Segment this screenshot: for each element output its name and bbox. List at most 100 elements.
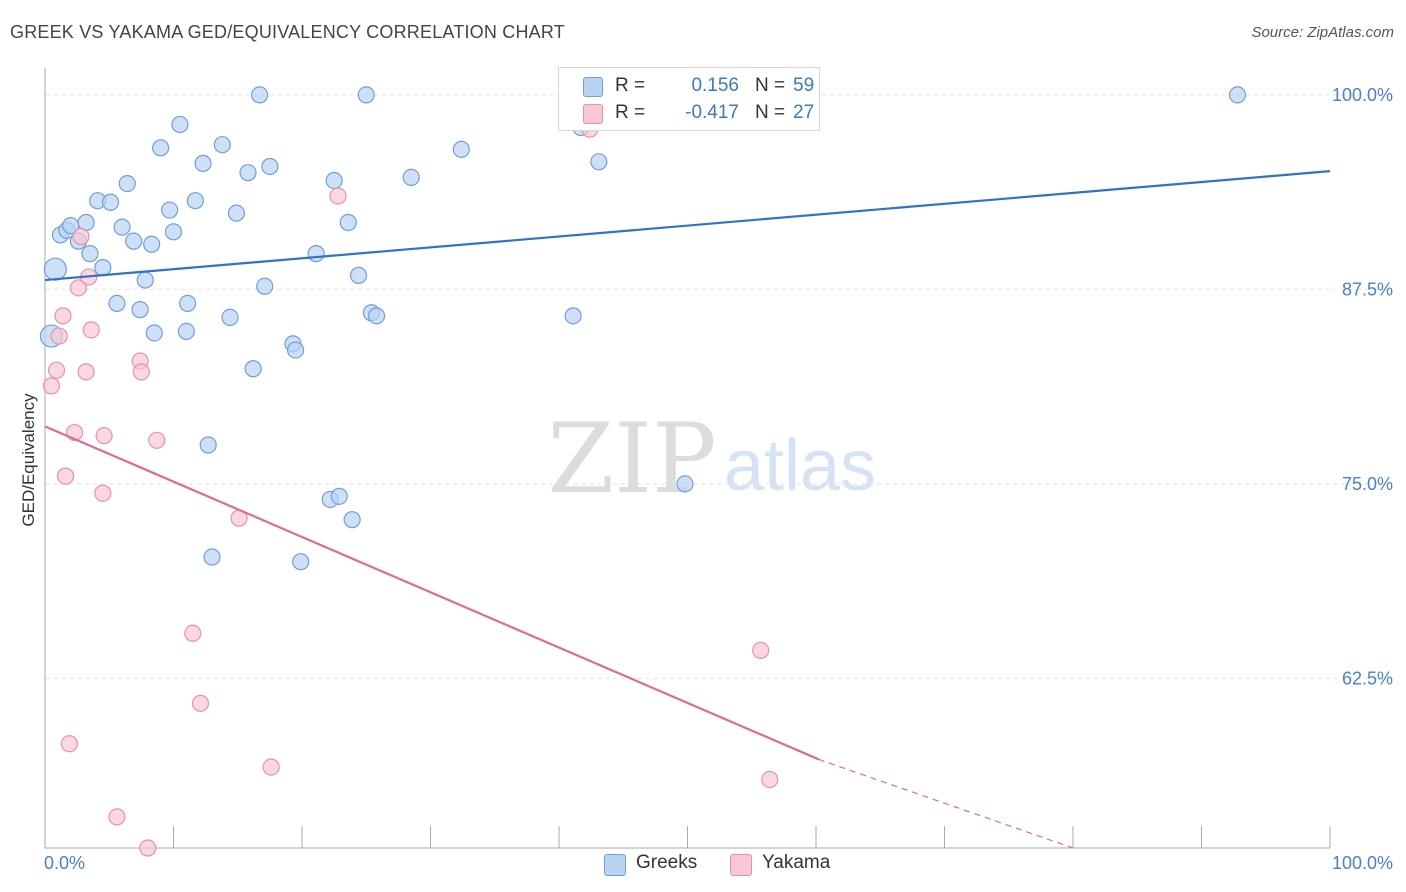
x-tick-label: 0.0% [44,853,85,873]
greeks-point [292,553,310,571]
greeks-point [143,235,161,253]
yakama-point [108,808,126,826]
correlation-legend: R = 0.156 N = 59 R = -0.417 N = 27 [558,67,820,131]
greeks-n-value: 59 [793,75,815,96]
yakama-point [60,735,79,753]
greeks-point [186,192,204,210]
yakama-point [50,327,68,345]
yakama-point [77,363,95,381]
yakama-point [69,279,88,297]
greeks-point [94,259,112,277]
yakama-point [82,321,100,339]
greeks-point [1228,86,1247,104]
greeks-point [307,245,325,263]
yakama-point [56,467,75,485]
greeks-legend-swatch [604,854,626,876]
yakama-point [191,694,210,712]
greeks-point [402,168,420,186]
greeks-point [136,271,154,289]
greeks-point [113,218,131,236]
y-tick-label: 62.5% [1342,668,1393,688]
y-tick-label: 87.5% [1342,279,1393,299]
trend-lines [44,170,1331,849]
yakama-legend-label: Yakama [762,852,831,873]
greeks-point [261,157,279,176]
greeks-point [171,115,189,134]
greeks-point [564,307,582,325]
yakama-legend-swatch [730,854,752,876]
yakama-trend-extension [818,758,1074,849]
greeks-point [194,154,212,172]
yakama-n-value: 27 [793,102,815,123]
yakama-point [329,187,347,205]
watermark-zip: ZIP [547,403,716,515]
greeks-point [81,245,99,263]
greeks-point [676,475,694,493]
greeks-point [43,257,67,281]
greeks-point [590,153,608,171]
yakama-point [184,624,202,642]
yakama-point [42,377,61,395]
yakama-point [95,427,113,445]
greeks-legend-label: Greeks [636,852,698,873]
yakama-point [132,363,150,381]
greeks-point [325,171,343,190]
yakama-trend-line [44,425,820,761]
greeks-point [161,201,179,219]
watermark-atlas: atlas [724,426,876,506]
yakama-point [148,431,166,449]
greeks-point [152,139,170,157]
greeks-point [343,511,361,529]
yakama-r-value: -0.417 [685,102,739,123]
x-tick-label: 100.0% [1332,853,1393,873]
greeks-point [199,436,217,454]
greeks-point [357,86,375,104]
greeks-point [213,136,231,154]
greeks-point [118,174,136,193]
greeks-point [349,266,368,284]
greeks-point [367,307,386,325]
tick-labels: 100.0% 87.5% 75.0% 62.5% 0.0% 100.0% [44,85,1393,873]
greeks-point [177,322,195,341]
yakama-point [139,839,157,857]
greeks-swatch [583,77,603,97]
greeks-point [286,341,305,359]
yakama-swatch [583,104,603,124]
greeks-r-value: 0.156 [691,75,739,96]
greeks-point [239,164,257,182]
greeks-point [452,140,470,158]
greeks-point [164,223,183,241]
greeks-point [244,360,262,378]
greeks-point [131,301,149,319]
greeks-point [250,86,269,104]
y-tick-label: 100.0% [1332,85,1393,105]
watermark: ZIP atlas [547,403,876,515]
legend-n-label: N = [755,75,786,96]
source-attribution: Source: ZipAtlas.com [1251,24,1394,41]
yakama-point [761,770,779,789]
greeks-point [339,213,357,232]
greeks-point [125,232,143,250]
yakama-point [47,361,66,379]
greeks-point [101,193,120,211]
axes [44,68,1331,849]
greeks-point [145,324,163,342]
legend-r-label: R = [615,75,646,96]
data-points [39,86,1247,857]
greeks-point [221,308,239,327]
yakama-point [54,307,72,325]
yakama-point [262,758,280,776]
greeks-point [203,548,221,566]
y-tick-label: 75.0% [1342,474,1393,494]
greeks-trend-line [44,170,1331,282]
legend-r-label: R = [615,102,646,123]
yakama-point [752,641,770,659]
greeks-point [227,204,246,222]
chart-title: GREEK VS YAKAMA GED/EQUIVALENCY CORRELAT… [10,22,565,42]
greeks-point [108,294,126,312]
yakama-point [72,227,90,246]
greeks-point [256,277,274,295]
y-axis-label: GED/Equivalency [19,393,38,527]
greeks-point [179,294,197,312]
